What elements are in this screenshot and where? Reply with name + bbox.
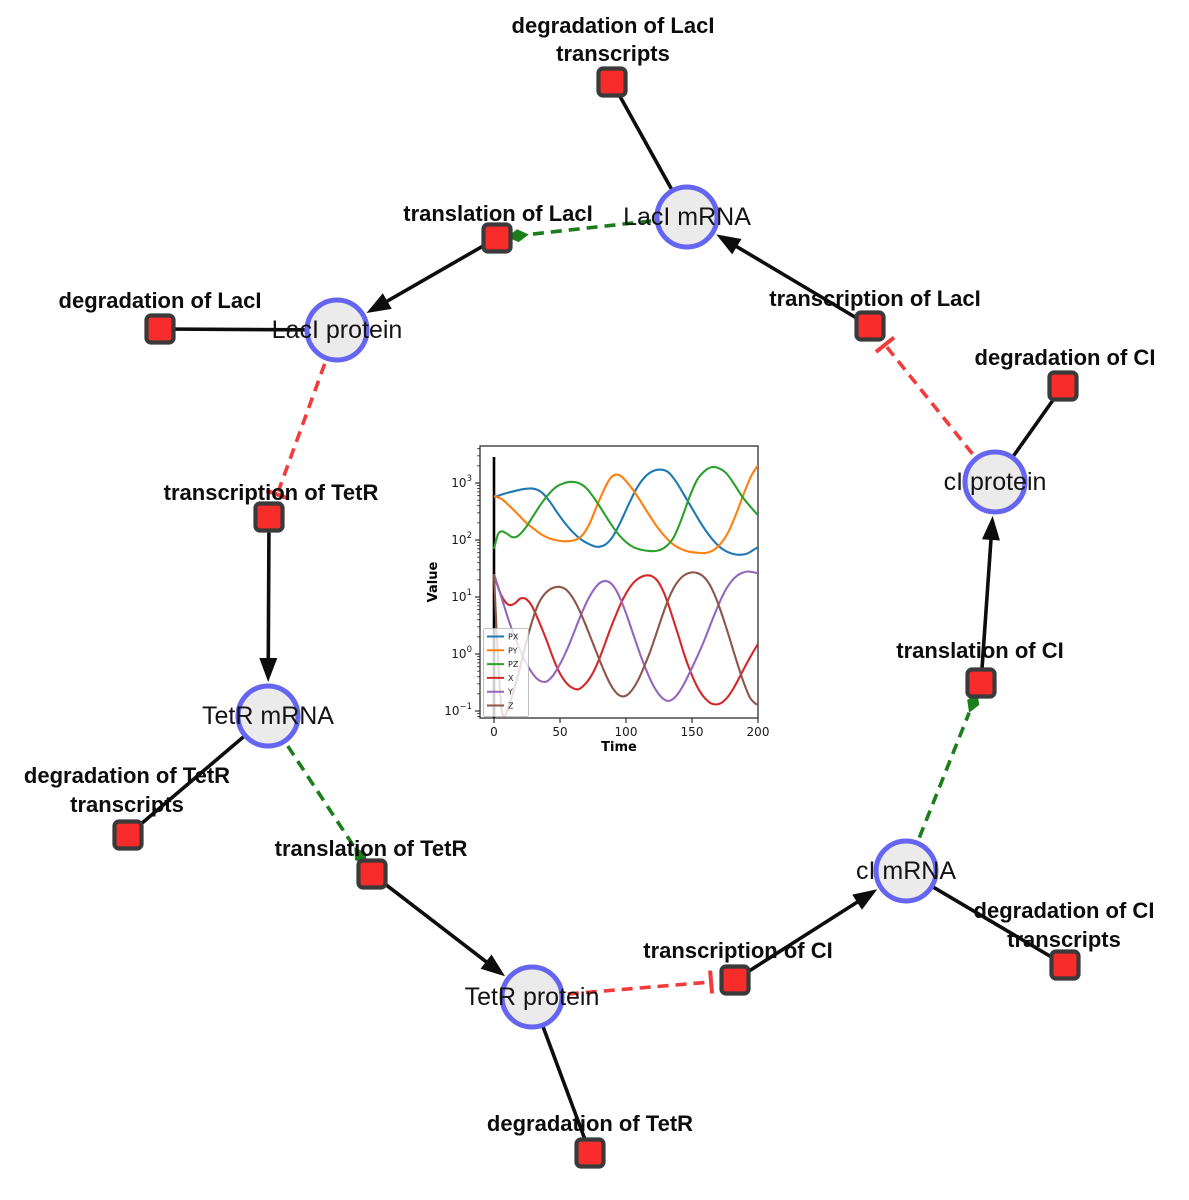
edge-arrow-transl_tetR-to-tetR_protein xyxy=(480,954,506,977)
reaction-label-deg_tetR_tr-line0: degradation of TetR xyxy=(24,763,230,788)
species-node-tetR_protein[interactable] xyxy=(499,964,565,1030)
edge-arrow-transcr_cI-to-cI_mRNA xyxy=(852,889,878,910)
x-axis-label: Time xyxy=(601,740,637,755)
y-tick-label: 100 xyxy=(451,645,472,661)
reaction-node-transcr_cI[interactable] xyxy=(719,964,751,996)
chart-legend xyxy=(483,628,529,717)
species-node-cI_protein[interactable] xyxy=(962,449,1028,515)
series-PZ-curve xyxy=(492,465,758,553)
edge-inhibition-tetR_protein-to-transcr_cI xyxy=(531,980,709,999)
y-tick-label: 103 xyxy=(451,474,472,490)
species-label-tetR_protein: TetR protein xyxy=(465,983,600,1011)
species-label-lacI_protein: LacI protein xyxy=(272,316,403,344)
reaction-node-transcr_tetR[interactable] xyxy=(253,501,285,533)
edge-inhibition-cI_protein-to-transcr_lacI xyxy=(874,335,896,354)
reaction-node-transl_tetR[interactable] xyxy=(356,858,388,890)
edge-arrow-transcr_lacI-to-lacI_mRNA xyxy=(725,238,871,328)
legend-label-PY: PY xyxy=(508,646,518,655)
legend-label-X: X xyxy=(508,674,514,683)
reaction-node-deg_tetR_tr[interactable] xyxy=(112,819,144,851)
reaction-label-transl_tetR-line0: translation of TetR xyxy=(275,836,468,861)
legend-label-PX: PX xyxy=(508,633,519,642)
reaction-node-transl_lacI[interactable] xyxy=(481,222,513,254)
species-label-tetR_mRNA: TetR mRNA xyxy=(202,702,334,730)
reaction-node-transcr_lacI[interactable] xyxy=(854,310,886,342)
series-Y-curve xyxy=(493,570,758,703)
nodes-layer xyxy=(112,66,1081,1169)
edge-arrow-transcr_tetR-to-tetR_mRNA xyxy=(266,516,271,671)
y-axis-label: Value xyxy=(426,561,441,602)
series-PY-curve xyxy=(493,464,758,555)
x-tick-label: 150 xyxy=(681,725,704,739)
reaction-label-deg_tetR-line0: degradation of TetR xyxy=(487,1111,693,1136)
reaction-label-deg_cI-line0: degradation of CI xyxy=(975,345,1156,370)
reaction-node-deg_cI[interactable] xyxy=(1047,370,1079,402)
legend-label-Y: Y xyxy=(507,688,513,697)
reaction-label-deg_lacI_tr-line0: degradation of LacI xyxy=(512,13,715,38)
reaction-label-deg_cI_tr-line1: transcripts xyxy=(1007,927,1121,952)
x-tick-label: 50 xyxy=(552,725,567,739)
reaction-label-transcr_tetR-line0: transcription of TetR xyxy=(164,480,379,505)
x-tick-label: 100 xyxy=(615,725,638,739)
species-node-lacI_mRNA[interactable] xyxy=(654,184,720,250)
x-tick-label: 0 xyxy=(490,725,498,739)
edge-inhibition-lacI_protein-to-transcr_tetR xyxy=(265,488,289,501)
reaction-label-deg_lacI_tr-line1: transcripts xyxy=(556,41,670,66)
reaction-label-transl_cI-line0: translation of CI xyxy=(896,638,1063,663)
y-tick-label: 102 xyxy=(451,531,472,547)
edge-arrow-transl_cI-to-cI_protein xyxy=(981,515,1000,541)
species-node-lacI_protein[interactable] xyxy=(304,297,370,363)
reaction-label-transcr_lacI-line0: transcription of LacI xyxy=(769,286,980,311)
x-tick-label: 200 xyxy=(747,725,770,739)
y-tick-label: 10−1 xyxy=(444,702,472,718)
chart-frame xyxy=(479,445,759,719)
species-label-lacI_mRNA: LacI mRNA xyxy=(623,203,751,231)
reaction-label-deg_tetR_tr-line1: transcripts xyxy=(70,792,184,817)
inset-chart: 10−1 100 101 102 103 0 50 100 150 200 PX PY PZ XYZ xyxy=(444,445,770,739)
reaction-node-deg_tetR[interactable] xyxy=(574,1137,606,1169)
edge-arrow-transcr_lacI-to-lacI_mRNA xyxy=(716,234,742,255)
reaction-label-transcr_cI-line0: transcription of CI xyxy=(643,938,832,963)
reaction-node-transl_cI[interactable] xyxy=(965,667,997,699)
edge-arrow-transcr_cI-to-cI_mRNA xyxy=(734,894,869,982)
reaction-node-deg_cI_tr[interactable] xyxy=(1049,949,1081,981)
labels-layer: LacI mRNA LacI protein TetR mRNA TetR prote… xyxy=(24,13,1156,1136)
reaction-label-deg_lacI-line0: degradation of LacI xyxy=(59,288,262,313)
edge-arrow-transl_lacI-to-lacI_protein xyxy=(375,236,498,309)
species-node-cI_mRNA[interactable] xyxy=(873,838,939,904)
y-tick-label: 101 xyxy=(451,588,472,604)
edge-arrow-transl_lacI-to-lacI_protein xyxy=(366,293,392,314)
series-X-curve xyxy=(493,573,758,706)
reaction-label-deg_cI_tr-line0: degradation of CI xyxy=(974,898,1155,923)
species-label-cI_protein: cI protein xyxy=(944,468,1047,496)
species-node-tetR_mRNA[interactable] xyxy=(235,683,301,749)
edge-arrow-transl_tetR-to-tetR_protein xyxy=(370,872,497,971)
edge-inhibition-tetR_protein-to-transcr_cI xyxy=(708,970,715,994)
edge-arrow-transcr_tetR-to-tetR_mRNA xyxy=(259,657,278,683)
reaction-label-transl_lacI-line0: translation of LacI xyxy=(403,201,592,226)
edge-arrow-transl_cI-to-cI_protein xyxy=(979,527,994,684)
legend-label-Z: Z xyxy=(508,702,514,711)
legend-label-PZ: PZ xyxy=(508,660,519,669)
species-label-cI_mRNA: cI mRNA xyxy=(856,857,956,885)
reaction-node-deg_lacI[interactable] xyxy=(144,313,176,345)
reaction-node-deg_lacI_tr[interactable] xyxy=(596,66,628,98)
